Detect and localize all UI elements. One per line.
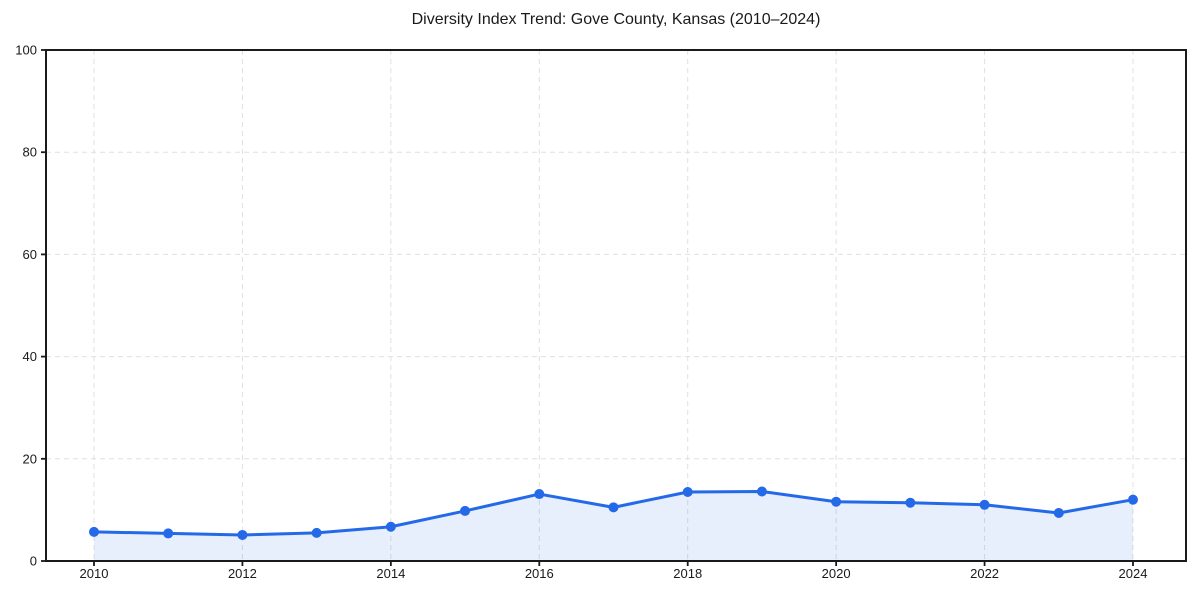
x-tick-label: 2010 xyxy=(80,566,109,581)
data-point-2014 xyxy=(385,521,396,532)
chart-title: Diversity Index Trend: Gove County, Kans… xyxy=(411,11,821,28)
x-tick-label: 2024 xyxy=(1119,566,1148,581)
data-point-2016 xyxy=(534,489,545,500)
data-point-2015 xyxy=(460,505,471,516)
data-point-2012 xyxy=(237,529,248,540)
y-tick-label: 20 xyxy=(23,451,37,466)
data-point-2019 xyxy=(756,486,767,497)
data-point-2013 xyxy=(311,527,322,538)
x-tick-label: 2014 xyxy=(376,566,405,581)
data-point-2018 xyxy=(682,487,693,498)
data-point-2011 xyxy=(163,528,174,539)
plot-border xyxy=(45,49,1187,562)
data-point-2022 xyxy=(979,499,990,510)
data-point-2017 xyxy=(608,502,619,513)
area-fill xyxy=(94,491,1133,561)
data-point-2024 xyxy=(1128,494,1138,505)
data-point-2010 xyxy=(89,526,99,537)
data-point-2021 xyxy=(905,497,916,508)
x-tick-label: 2022 xyxy=(970,566,999,581)
y-tick-label: 80 xyxy=(23,145,37,160)
y-tick-label: 0 xyxy=(30,554,37,569)
x-tick-label: 2012 xyxy=(228,566,257,581)
y-tick-label: 100 xyxy=(15,43,37,58)
data-point-2020 xyxy=(831,496,842,507)
x-tick-label: 2020 xyxy=(822,566,851,581)
y-tick-label: 60 xyxy=(23,247,37,262)
x-tick-label: 2016 xyxy=(525,566,554,581)
data-point-2023 xyxy=(1053,507,1064,518)
y-tick-label: 40 xyxy=(23,349,37,364)
x-tick-label: 2018 xyxy=(673,566,702,581)
